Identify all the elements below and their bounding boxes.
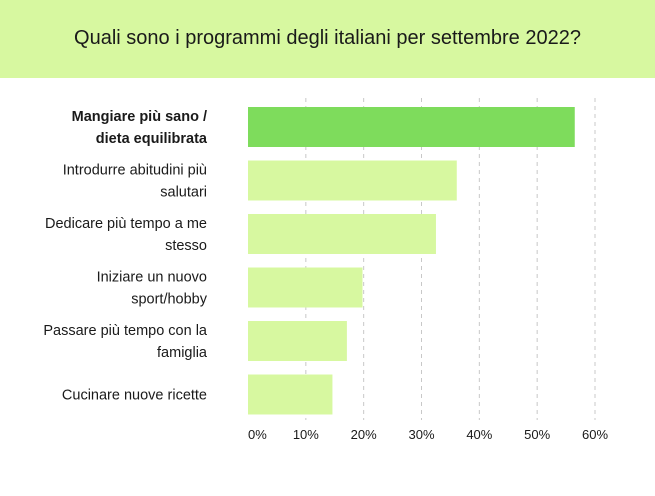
x-tick-label: 0% [248,427,267,442]
grid-lines [305,98,596,420]
x-tick-label: 20% [351,427,377,442]
bar [248,321,347,361]
category-label: Cucinare nuove ricette [62,388,207,404]
category-label-line: dieta equilibrata [96,131,208,147]
bar [248,107,575,147]
category-label-line: Introdurre abitudini più [63,163,207,179]
category-label-line: Cucinare nuove ricette [62,388,207,404]
category-label-line: stesso [165,238,207,254]
category-label: Iniziare un nuovo sport/hobby [97,270,208,308]
bar [248,160,457,201]
x-tick-labels: 0% 10% 20% 30% 40% 50% 60% [248,427,608,442]
x-tick-label: 40% [466,427,492,442]
category-label-line: salutari [160,185,207,201]
bars [248,107,575,415]
x-tick-label: 60% [582,427,608,442]
category-label: Passare più tempo con la famiglia [43,323,208,361]
bar [248,267,363,308]
chart-header: Quali sono i programmi degli italiani pe… [0,0,655,78]
category-label-line: Mangiare più sano / [72,109,207,125]
x-tick-label: 10% [293,427,319,442]
category-label-line: Iniziare un nuovo [97,270,207,286]
category-label: Mangiare più sano / dieta equilibrata [72,109,208,147]
category-label-line: Dedicare più tempo a me [45,216,207,232]
x-tick-label: 30% [408,427,434,442]
bar [248,374,333,415]
category-label: Dedicare più tempo a me stesso [45,216,207,254]
bar [248,214,436,254]
category-label-line: famiglia [157,345,208,361]
category-label-line: sport/hobby [131,292,208,308]
chart-area: Mangiare più sano / dieta equilibrata Intr… [0,78,655,491]
category-label: Introdurre abitudini più salutari [63,163,207,201]
category-label-line: Passare più tempo con la [43,323,208,339]
chart-title: Quali sono i programmi degli italiani pe… [74,27,581,49]
category-labels: Mangiare più sano / dieta equilibrata Intr… [43,109,208,404]
bar-chart: Mangiare più sano / dieta equilibrata Intr… [43,98,608,442]
x-tick-label: 50% [524,427,550,442]
